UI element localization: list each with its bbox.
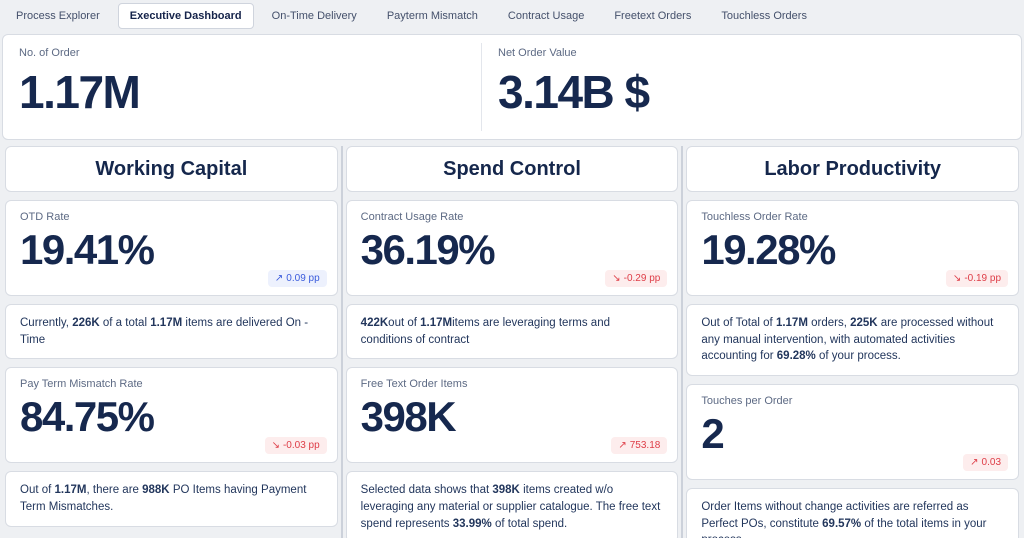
trend-arrow-icon: ↘ [952,273,962,284]
column-working-capital: Working Capital OTD Rate 19.41% ↗ 0.09 p… [2,146,341,535]
kpi-no-of-order-value: 1.17M [19,66,141,118]
summary-kpi-card: No. of Order 1.17M Net Order Value 3.14B… [2,34,1022,140]
metric-label: Free Text Order Items [360,378,468,391]
column-title: Labor Productivity [764,157,942,180]
note-text: Order Items without change activities ar… [701,501,987,538]
tab-freetext-orders[interactable]: Freetext Orders [614,10,692,22]
metric-value: 36.19% [360,226,496,273]
metric-value: 84.75% [20,393,155,441]
tab-payterm-mismatch[interactable]: Payterm Mismatch [386,10,478,22]
kpi-no-of-order: No. of Order 1.17M [3,35,481,139]
metric-label: Touchless Order Rate [701,211,808,223]
note-text: Selected data shows that 398K items crea… [360,484,661,530]
delta-badge: ↗ 0.03 [963,454,1009,472]
delta-badge: ↘ -0.29 pp [605,270,668,287]
kpi-no-of-order-label: No. of Order [19,47,80,59]
metric-card-touches-per-order[interactable]: Touches per Order 2 ↗ 0.03 [686,384,1020,481]
note-text: Currently, 226K of a total 1.17M items a… [20,317,309,346]
trend-arrow-icon: ↘ [612,273,621,284]
metric-value: 19.41% [20,226,155,273]
metric-label: Pay Term Mismatch Rate [20,378,143,391]
trend-arrow-icon: ↘ [271,440,280,452]
column-labor-productivity: Labor Productivity Touchless Order Rate … [681,146,1022,538]
column-title: Working Capital [95,157,248,180]
metric-label: Contract Usage Rate [360,211,464,223]
metric-card-contract-usage-rate[interactable]: Contract Usage Rate 36.19% ↘ -0.29 pp [345,200,679,296]
note-card-otd: Currently, 226K of a total 1.17M items a… [5,304,338,360]
note-card-touchless: Out of Total of 1.17M orders, 225K are p… [686,304,1020,377]
note-card-free-text: Selected data shows that 398K items crea… [345,471,679,538]
metric-value: 2 [701,410,724,458]
delta-value: -0.29 pp [623,273,661,284]
delta-value: 753.18 [629,440,661,452]
delta-value: 0.09 pp [286,273,320,284]
metric-card-otd-rate[interactable]: OTD Rate 19.41% ↗ 0.09 pp [5,200,338,296]
note-card-perfect-pos: Order Items without change activities ar… [686,488,1020,538]
kpi-net-order-value-label: Net Order Value [498,47,577,59]
delta-badge: ↗ 753.18 [611,437,668,455]
column-title-card: Working Capital [5,146,338,192]
note-card-contract-usage: 422Kout of 1.17Mitems are leveraging ter… [345,304,679,360]
note-text: Out of Total of 1.17M orders, 225K are p… [701,317,994,363]
metric-value: 19.28% [701,226,836,273]
delta-value: 0.03 [981,457,1002,469]
kpi-columns: Working Capital OTD Rate 19.41% ↗ 0.09 p… [0,146,1024,538]
metric-label: OTD Rate [20,211,70,223]
tab-touchless-orders[interactable]: Touchless Orders [721,10,807,22]
tab-executive-dashboard[interactable]: Executive Dashboard [117,3,254,29]
delta-badge: ↘ -0.19 pp [945,270,1009,287]
tab-on-time-delivery[interactable]: On-Time Delivery [271,10,357,22]
metric-label: Touches per Order [701,395,793,408]
trend-arrow-icon: ↗ [970,457,979,469]
delta-value: -0.19 pp [964,273,1002,284]
trend-arrow-icon: ↗ [618,440,627,452]
tab-process-explorer[interactable]: Process Explorer [16,10,100,22]
column-title-card: Spend Control [345,146,679,192]
summary-divider [481,43,482,131]
metric-card-payterm-mismatch-rate[interactable]: Pay Term Mismatch Rate 84.75% ↘ -0.03 pp [5,367,338,464]
note-card-payterm: Out of 1.17M, there are 988K PO Items ha… [5,471,338,527]
delta-value: -0.03 pp [282,440,320,452]
column-title-card: Labor Productivity [686,146,1020,192]
tab-contract-usage[interactable]: Contract Usage [507,10,585,22]
metric-card-free-text-order-items[interactable]: Free Text Order Items 398K ↗ 753.18 [345,367,679,464]
delta-badge: ↘ -0.03 pp [264,437,327,455]
note-text: 422Kout of 1.17Mitems are leveraging ter… [360,317,610,346]
metric-card-touchless-order-rate[interactable]: Touchless Order Rate 19.28% ↘ -0.19 pp [686,200,1020,296]
column-spend-control: Spend Control Contract Usage Rate 36.19%… [340,146,682,538]
metric-value: 398K [360,393,457,441]
kpi-net-order-value-value: 3.14B $ [498,66,650,118]
trend-arrow-icon: ↗ [274,273,284,284]
column-title: Spend Control [443,157,581,180]
delta-badge: ↗ 0.09 pp [267,270,327,287]
dashboard-tabbar: Process Explorer Executive Dashboard On-… [0,0,1024,32]
note-text: Out of 1.17M, there are 988K PO Items ha… [20,484,307,514]
kpi-net-order-value: Net Order Value 3.14B $ [482,35,665,139]
